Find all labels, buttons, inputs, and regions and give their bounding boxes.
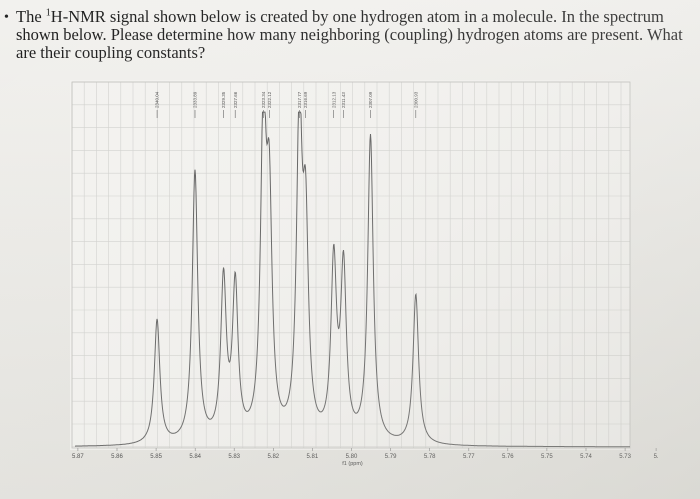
peak-label-text: 2300.93 <box>413 91 418 108</box>
peak-label-text: 2312.13 <box>331 91 336 108</box>
x-tick-label: 5.77 <box>463 454 475 460</box>
x-axis-title: f1 (ppm) <box>342 461 363 467</box>
x-tick-label: 5.85 <box>150 454 162 460</box>
peak-label-text: 2323.34 <box>261 91 266 108</box>
x-tick-label: 5.73 <box>619 454 631 460</box>
x-tick-label: 5.81 <box>307 454 319 460</box>
peak-label-text: 2329.35 <box>221 91 226 108</box>
peak-label-text: 2307.09 <box>368 91 373 108</box>
peak-label-text: 2322.12 <box>267 91 272 108</box>
peak-label-text: 2333.89 <box>193 91 198 108</box>
x-tick-label: 5.84 <box>189 454 201 460</box>
peak-label-text: 2317.77 <box>297 91 302 108</box>
peak-label-text: 2311.43 <box>341 92 346 108</box>
peak-label-text: 2340.04 <box>155 91 160 108</box>
x-tick-label: 5. <box>654 454 659 460</box>
x-tick-label: 5.76 <box>502 454 514 460</box>
x-tick-label: 5.82 <box>267 454 279 460</box>
x-tick-label: 5.87 <box>72 454 84 460</box>
x-tick-label: 5.74 <box>580 454 592 460</box>
x-tick-label: 5.75 <box>541 454 553 460</box>
x-tick-label: 5.79 <box>385 454 397 460</box>
x-tick-label: 5.86 <box>111 454 123 460</box>
x-tick-label: 5.78 <box>424 454 436 460</box>
peak-label-text: 2327.66 <box>233 91 238 108</box>
x-tick-label: 5.80 <box>346 454 358 460</box>
x-tick-label: 5.83 <box>228 454 240 460</box>
peak-label-text: 2316.69 <box>303 91 308 108</box>
